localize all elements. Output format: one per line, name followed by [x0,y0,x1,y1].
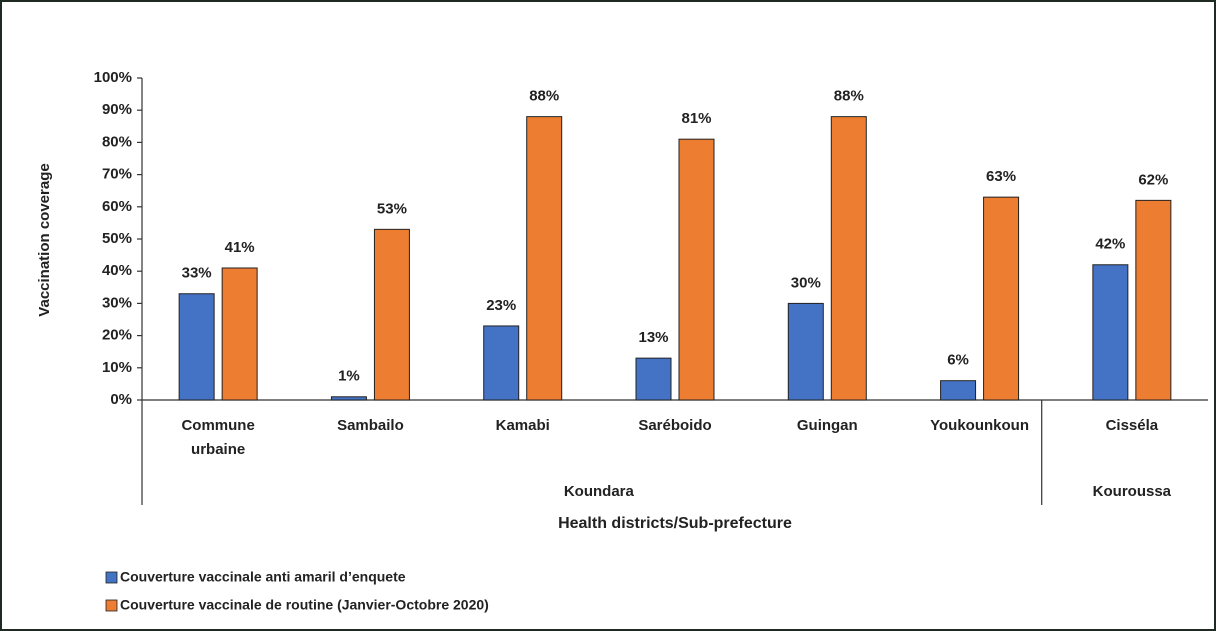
x-tick-label: Sambailo [337,417,404,434]
data-label: 13% [638,329,668,346]
y-tick-label: 100% [94,69,132,86]
bar [373,228,410,401]
x-tick-label: Youkounkoun [930,417,1029,434]
bar [483,325,520,401]
y-tick-label: 20% [102,327,132,344]
data-label: 1% [338,368,360,385]
y-tick-label: 40% [102,262,132,279]
data-label: 41% [225,239,255,256]
y-tick-label: 90% [102,101,132,118]
legend-label: Couverture vaccinale anti amaril d’enque… [120,569,406,585]
x-tick-label: Cisséla [1106,417,1159,434]
bar [526,116,563,401]
bar [830,116,867,401]
bar [940,380,977,401]
legend-swatch [105,571,118,584]
data-label: 62% [1138,171,1168,188]
data-label: 88% [529,88,559,105]
bar [330,396,367,401]
x-tick-label: Commune urbaine [181,417,254,458]
data-label: 6% [947,352,969,369]
data-label: 81% [681,110,711,127]
y-tick-label: 60% [102,198,132,215]
bar [221,267,258,401]
data-label: 33% [182,265,212,282]
data-label: 30% [791,274,821,291]
bar [1135,199,1172,401]
data-label: 53% [377,200,407,217]
y-tick-label: 70% [102,166,132,183]
y-axis-title: Vaccination coverage [36,163,53,316]
bar [787,302,824,401]
x-tick-label: Kamabi [496,417,550,434]
x-tick-label: Saréboido [638,417,711,434]
y-tick-label: 10% [102,359,132,376]
bar [178,293,215,401]
bar [1092,264,1129,401]
group-label: Koundara [564,483,635,500]
bar [678,138,715,401]
data-label: 88% [834,88,864,105]
legend-label: Couverture vaccinale de routine (Janvier… [120,597,489,613]
x-axis-title: Health districts/Sub-prefecture [558,515,792,532]
bar [635,357,672,401]
y-tick-label: 50% [102,230,132,247]
group-label: Kouroussa [1093,483,1172,500]
legend-swatch [105,599,118,612]
x-tick-label: Guingan [797,417,858,434]
data-label: 23% [486,297,516,314]
data-label: 42% [1095,236,1125,253]
y-tick-label: 80% [102,133,132,150]
y-tick-label: 0% [110,391,132,408]
y-tick-label: 30% [102,294,132,311]
bar [983,196,1020,401]
data-label: 63% [986,168,1016,185]
